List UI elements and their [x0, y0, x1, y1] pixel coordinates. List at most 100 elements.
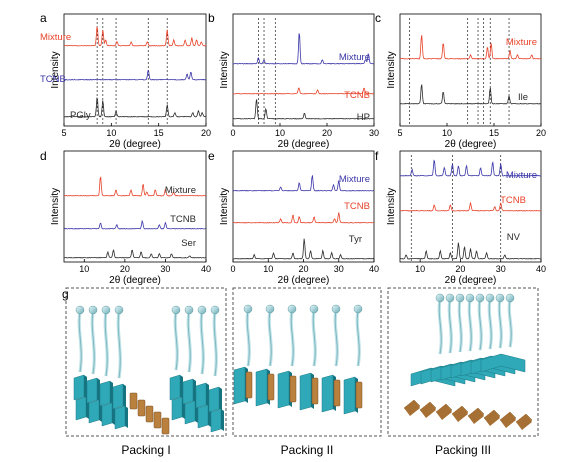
x-tick-label: 20	[120, 264, 130, 274]
x-tick-label: 40	[536, 264, 546, 274]
cyan-ring	[195, 382, 207, 409]
x-tick-label: 0	[230, 264, 235, 274]
cyan-ring-side	[221, 409, 224, 431]
x-tick-label: 10	[275, 128, 285, 138]
panel-letter: e	[208, 149, 215, 163]
series-label-tcnb: TCNB	[170, 214, 196, 225]
molecule	[353, 304, 363, 367]
molecule	[309, 304, 319, 367]
packing-i-caption: Packing I	[121, 443, 170, 457]
molecule	[114, 305, 124, 379]
molecule	[171, 305, 181, 371]
cyan-ring-side	[125, 406, 128, 428]
x-tick-label: 10	[79, 264, 89, 274]
molecule	[495, 293, 505, 349]
packing-i-illustration	[73, 305, 224, 435]
cyan-ring-side	[206, 383, 209, 407]
cyan-ring	[480, 353, 526, 373]
bronze-block	[289, 375, 297, 403]
panel-letter: b	[208, 11, 215, 25]
bronze-block	[145, 405, 154, 423]
pattern-line-mixture	[63, 26, 207, 47]
series-label-ile: Ile	[518, 92, 528, 103]
x-tick-label: 20	[455, 264, 465, 274]
bronze-block-side	[484, 410, 500, 426]
series-label-mixture: Mixture	[165, 185, 196, 196]
x-tick-label: 30	[160, 264, 170, 274]
cyan-ring	[86, 377, 98, 404]
packing-iii-frame	[387, 287, 539, 437]
series-label-tcnb: TCNB	[344, 90, 370, 101]
cyan-ring	[299, 372, 312, 411]
x-tick-label: 10	[415, 264, 425, 274]
panel-letter: d	[40, 149, 47, 163]
plot-frame	[399, 150, 542, 263]
packing-iii-caption: Packing III	[435, 443, 491, 457]
x-tick-label: 15	[489, 128, 499, 138]
cyan-ring	[197, 404, 209, 429]
pattern-line-tcnb	[399, 202, 542, 212]
packing-ii-caption: Packing II	[281, 443, 334, 457]
cyan-ring	[88, 399, 100, 424]
cyan-ring	[255, 368, 268, 407]
series-label-mixture: Mixture	[506, 170, 537, 181]
molecule	[184, 305, 194, 373]
bronze-block	[161, 417, 170, 435]
cyan-ring-side	[110, 381, 113, 405]
series-label-pgly: PGly	[70, 110, 91, 121]
molecule	[435, 293, 445, 355]
x-axis-label: 2θ (degree)	[445, 139, 497, 150]
molecule	[75, 305, 85, 373]
y-axis-label: Intensity	[219, 51, 230, 88]
cyan-ring	[233, 366, 246, 405]
molecule	[197, 305, 207, 375]
packing-ii-illustration	[233, 304, 363, 415]
cyan-ring	[75, 396, 87, 421]
pattern-line-mixture	[232, 33, 375, 65]
bronze-block	[129, 392, 138, 410]
molecule	[465, 293, 475, 352]
xrd-panel-d: d Intensity 2θ (degree) 10 20 30 40 Mixture TCNB…	[40, 149, 211, 286]
packing-ii-frame	[232, 287, 382, 437]
y-axis-label: Intensity	[50, 188, 61, 225]
cyan-ring	[101, 402, 113, 427]
packing-i-frame	[65, 287, 227, 437]
cyan-ring-side	[97, 378, 100, 402]
molecule	[210, 305, 220, 377]
series-label-mixture: Mixture	[339, 174, 370, 185]
cyan-ring-side	[123, 384, 126, 408]
cyan-ring-side	[193, 379, 196, 403]
x-tick-label: 40	[369, 264, 379, 274]
cyan-ring	[321, 374, 334, 413]
pattern-line-mixture	[63, 176, 207, 197]
cyan-ring	[182, 378, 194, 405]
pattern-line-pgly	[63, 97, 206, 118]
molecule	[243, 304, 253, 367]
x-tick-label: 5	[61, 128, 66, 138]
bronze-block-side	[420, 402, 436, 418]
x-tick-label: 20	[536, 128, 546, 138]
x-tick-label: 30	[369, 128, 379, 138]
x-tick-label: 10	[442, 128, 452, 138]
y-axis-label: Intensity	[50, 51, 61, 88]
cyan-ring	[114, 405, 126, 430]
series-label-tcnb: TCNB	[40, 74, 66, 85]
bronze-block	[245, 371, 253, 399]
panel-letter-g: g	[62, 287, 69, 301]
plot-frame	[232, 13, 375, 127]
x-tick-label: 15	[154, 128, 164, 138]
x-tick-label: 30	[334, 264, 344, 274]
molecule	[445, 293, 455, 354]
x-axis-label: 2θ (degree)	[109, 275, 161, 286]
cyan-ring	[208, 386, 220, 413]
x-tick-label: 5	[397, 128, 402, 138]
pattern-line-tyr	[232, 238, 375, 260]
x-tick-label: 20	[201, 128, 211, 138]
pattern-line-mixture	[399, 159, 542, 177]
y-axis-label: Intensity	[219, 188, 230, 225]
x-axis-label: 2θ (degree)	[278, 275, 330, 286]
pattern-line-nv	[399, 242, 541, 260]
cyan-ring	[73, 374, 85, 401]
molecule	[505, 293, 515, 348]
series-label-tyr: Tyr	[349, 234, 362, 245]
